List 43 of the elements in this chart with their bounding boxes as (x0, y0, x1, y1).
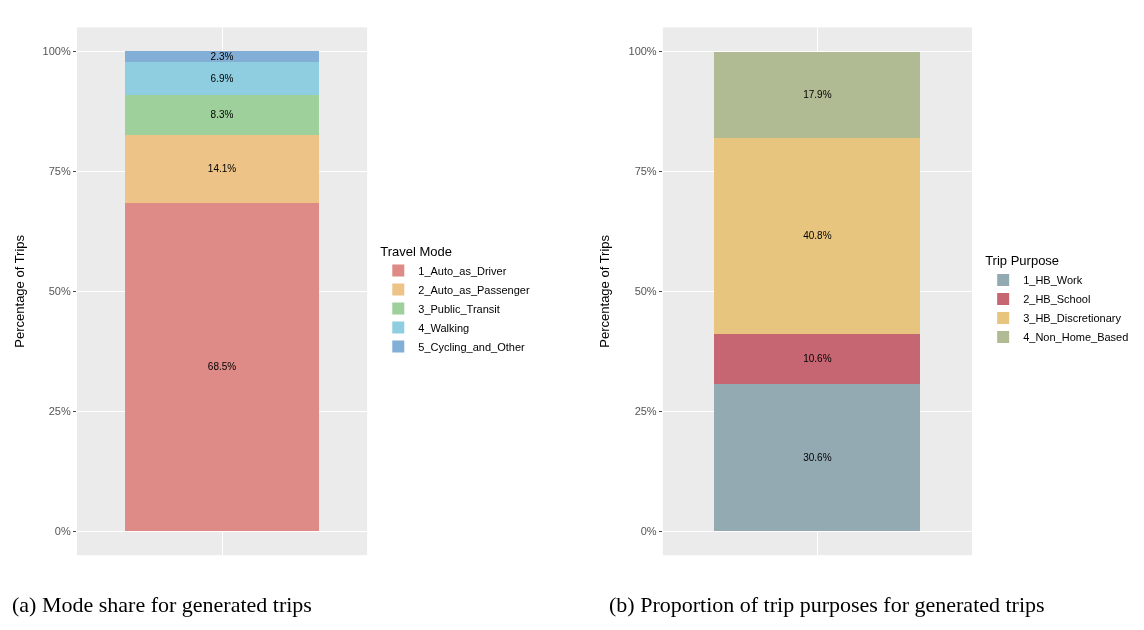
legend-label: 2_Auto_as_Passenger (418, 283, 530, 296)
legend-label: 2_HB_School (1023, 293, 1091, 306)
bar (714, 333, 921, 385)
legend-title: Trip Purpose (985, 253, 1060, 269)
y-tick-label: 100% (42, 45, 71, 58)
y-tick-label: 50% (634, 285, 657, 298)
text: (b) Proportion of trip purposes for generated trips (609, 592, 1045, 617)
legend-label: 1_HB_Work (1023, 274, 1083, 287)
data-label: 40.8% (803, 230, 832, 242)
legend-label: 4_Walking (418, 321, 470, 334)
y-tick-label: 100% (628, 45, 657, 58)
data-label: 68.5% (207, 361, 237, 373)
legend-label: 3_Public_Transit (418, 302, 500, 315)
data-label: 2.3% (210, 50, 234, 62)
bar (125, 202, 319, 532)
text: (a) Mode share for generated trips (12, 592, 312, 617)
bar (714, 137, 921, 334)
data-label: 10.6% (803, 353, 832, 365)
y-axis-title: Percentage of Trips (597, 234, 613, 348)
legend-label: 1_Auto_as_Driver (418, 264, 507, 277)
bar (125, 50, 319, 62)
y-axis-title: Percentage of Trips (11, 234, 27, 348)
data-label: 30.6% (803, 452, 832, 464)
y-tick-label: 75% (48, 165, 71, 178)
legend-label: 4_Non_Home_Based (1023, 331, 1129, 344)
legend-label: 3_HB_Discretionary (1023, 312, 1122, 325)
y-tick-label: 50% (48, 285, 71, 298)
bar (125, 95, 319, 135)
data-label: 14.1% (207, 163, 237, 175)
y-tick-label: 0% (640, 525, 657, 538)
bar (125, 61, 319, 96)
y-tick-label: 25% (48, 405, 71, 418)
y-tick-label: 25% (634, 405, 657, 418)
legend-title: Travel Mode (380, 243, 453, 259)
bar (125, 134, 319, 203)
bar (714, 51, 921, 138)
legend-label: 5_Cycling_and_Other (418, 340, 526, 353)
data-label: 8.3% (210, 109, 234, 121)
bar (714, 384, 921, 532)
data-label: 6.9% (210, 73, 234, 84)
data-label: 17.9% (803, 89, 832, 101)
y-tick-label: 0% (54, 525, 71, 538)
y-tick-label: 75% (634, 165, 657, 178)
